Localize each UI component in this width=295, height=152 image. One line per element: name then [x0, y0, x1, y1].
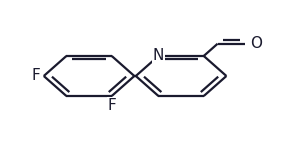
- Text: N: N: [153, 48, 164, 64]
- Text: O: O: [250, 36, 262, 51]
- Text: F: F: [32, 69, 40, 83]
- Text: F: F: [107, 98, 116, 113]
